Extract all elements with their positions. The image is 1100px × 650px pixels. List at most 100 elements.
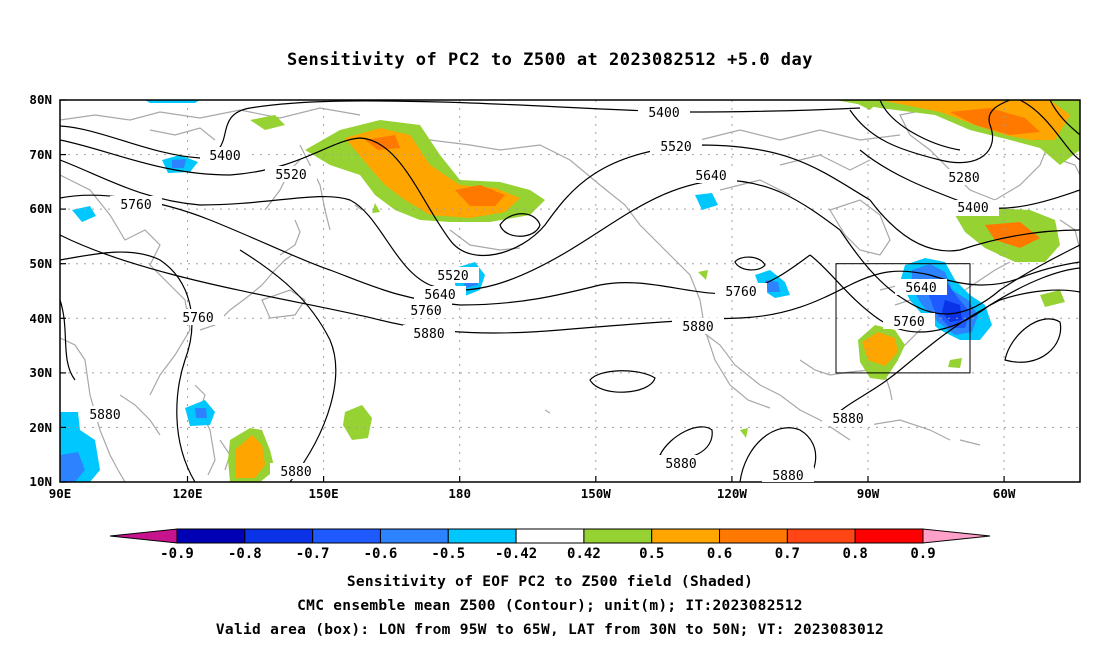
contour-label: 5400 bbox=[638, 104, 690, 121]
lon-label: 180 bbox=[448, 486, 471, 501]
contour-label: 5760 bbox=[172, 309, 224, 326]
lon-label: 150E bbox=[309, 486, 339, 501]
contour-label: 5880 bbox=[822, 410, 874, 427]
colorbar-label: 0.7 bbox=[775, 546, 800, 562]
caption-line-3: Valid area (box): LON from 95W to 65W, L… bbox=[215, 622, 885, 638]
lat-label: 60N bbox=[29, 201, 52, 216]
svg-text:5880: 5880 bbox=[665, 457, 696, 472]
tick-marks bbox=[60, 99, 1005, 483]
svg-text:5400: 5400 bbox=[957, 201, 988, 216]
contour-cutoff-5 bbox=[1004, 318, 1062, 363]
colorbar-label: -0.9 bbox=[160, 546, 194, 562]
colorbar-swatch bbox=[719, 528, 788, 544]
contour-label: 5880 bbox=[672, 318, 724, 335]
svg-text:5400: 5400 bbox=[209, 149, 240, 164]
colorbar-swatch bbox=[854, 528, 924, 544]
colorbar-label: 0.8 bbox=[843, 546, 868, 562]
colorbar-high-arrow bbox=[922, 528, 991, 544]
lat-label: 10N bbox=[29, 474, 52, 489]
lat-label: 70N bbox=[29, 147, 52, 162]
colorbar-swatch bbox=[583, 528, 653, 544]
contour-label: 5400 bbox=[947, 200, 999, 216]
lat-label: 20N bbox=[29, 420, 52, 435]
contour-cutoff-3 bbox=[659, 426, 713, 459]
colorbar-low-arrow bbox=[109, 528, 178, 544]
svg-text:5760: 5760 bbox=[410, 304, 441, 319]
shade-darkorange-north-pacific bbox=[455, 185, 505, 206]
map-title: Sensitivity of PC2 to Z500 at 2023082512… bbox=[286, 50, 813, 70]
svg-text:5280: 5280 bbox=[948, 171, 979, 186]
lat-label: 50N bbox=[29, 256, 52, 271]
svg-text:5880: 5880 bbox=[89, 408, 120, 423]
colorbar: -0.9 -0.8 -0.7 -0.6 -0.5 -0.42 0.42 0.5 0.6 0.7 0.… bbox=[109, 528, 991, 562]
contour-label: 5520 bbox=[265, 166, 317, 183]
lon-label: 120W bbox=[717, 486, 748, 501]
contour-cutoff-2 bbox=[589, 370, 656, 393]
svg-text:5520: 5520 bbox=[437, 269, 468, 284]
colorbar-label: -0.6 bbox=[364, 546, 398, 562]
contour-cutoff-1 bbox=[499, 213, 541, 237]
lon-label: 60W bbox=[993, 486, 1016, 501]
contour-label: 5760 bbox=[883, 313, 935, 330]
colorbar-label: 0.6 bbox=[707, 546, 732, 562]
contour-label: 5760 bbox=[400, 302, 452, 319]
shade-positive-subtropic bbox=[343, 405, 372, 440]
contour-label: 5640 bbox=[685, 167, 737, 184]
colorbar-swatch bbox=[379, 528, 449, 544]
colorbar-swatch bbox=[515, 528, 585, 544]
colorbar-label: -0.7 bbox=[296, 546, 330, 562]
sensitivity-shading bbox=[60, 100, 1080, 482]
contour-label: 5280 bbox=[938, 169, 990, 186]
contour-5400 bbox=[60, 100, 861, 159]
svg-text:5520: 5520 bbox=[660, 140, 691, 155]
svg-text:5760: 5760 bbox=[893, 315, 924, 330]
svg-text:5640: 5640 bbox=[905, 281, 936, 296]
lat-label: 30N bbox=[29, 365, 52, 380]
contour-label-extra: 5880 bbox=[762, 467, 814, 484]
lat-label: 40N bbox=[29, 311, 52, 326]
colorbar-label: -0.42 bbox=[495, 546, 537, 562]
svg-text:5880: 5880 bbox=[832, 412, 863, 427]
contour-label: 5880 bbox=[403, 325, 455, 342]
colorbar-label: 0.5 bbox=[639, 546, 664, 562]
caption-line-2: CMC ensemble mean Z500 (Contour); unit(m… bbox=[297, 598, 803, 614]
svg-text:5880: 5880 bbox=[682, 320, 713, 335]
contour-label: 5640 bbox=[414, 286, 466, 303]
map-frame bbox=[59, 99, 1081, 483]
colorbar-label: 0.9 bbox=[910, 546, 935, 562]
colorbar-swatch bbox=[447, 528, 517, 544]
svg-text:5640: 5640 bbox=[424, 288, 455, 303]
svg-text:5520: 5520 bbox=[275, 168, 306, 183]
colorbar-label: -0.5 bbox=[431, 546, 465, 562]
lon-labels: 90E 120E 150E 180 150W 120W 90W 60W bbox=[49, 486, 1016, 501]
colorbar-label: -0.8 bbox=[228, 546, 262, 562]
contour-labels: 5400 5400 5400 5520 5520 5520 5640 5640 … bbox=[79, 104, 999, 480]
svg-text:5760: 5760 bbox=[182, 311, 213, 326]
svg-text:5880: 5880 bbox=[280, 465, 311, 480]
contour-label: 5880 bbox=[655, 455, 707, 472]
lon-label: 150W bbox=[581, 486, 612, 501]
lon-label: 120E bbox=[172, 486, 202, 501]
svg-text:5400: 5400 bbox=[648, 106, 679, 121]
colorbar-swatch bbox=[176, 528, 246, 544]
svg-text:5760: 5760 bbox=[725, 285, 756, 300]
svg-text:5640: 5640 bbox=[695, 169, 726, 184]
svg-text:5880: 5880 bbox=[413, 327, 444, 342]
contour-label: 5880 bbox=[772, 469, 803, 484]
colorbar-swatch bbox=[244, 528, 314, 544]
contour-label: 5880 bbox=[79, 406, 131, 423]
colorbar-swatch bbox=[312, 528, 381, 544]
shade-orange-north-pacific-2 bbox=[365, 135, 400, 150]
valid-area-box bbox=[835, 263, 971, 374]
lon-label: 90W bbox=[857, 486, 880, 501]
svg-text:5760: 5760 bbox=[120, 198, 151, 213]
lat-labels: 80N 70N 60N 50N 40N 30N 20N 10N bbox=[29, 92, 52, 489]
contour-label: 5520 bbox=[650, 138, 702, 155]
contour-label: 5640 bbox=[895, 279, 947, 296]
contour-label: 5880 bbox=[270, 463, 322, 480]
caption-line-1: Sensitivity of EOF PC2 to Z500 field (Sh… bbox=[346, 574, 754, 590]
contour-label: 5400 bbox=[200, 147, 250, 164]
contour-label: 5760 bbox=[110, 196, 162, 213]
colorbar-swatch bbox=[786, 528, 856, 544]
